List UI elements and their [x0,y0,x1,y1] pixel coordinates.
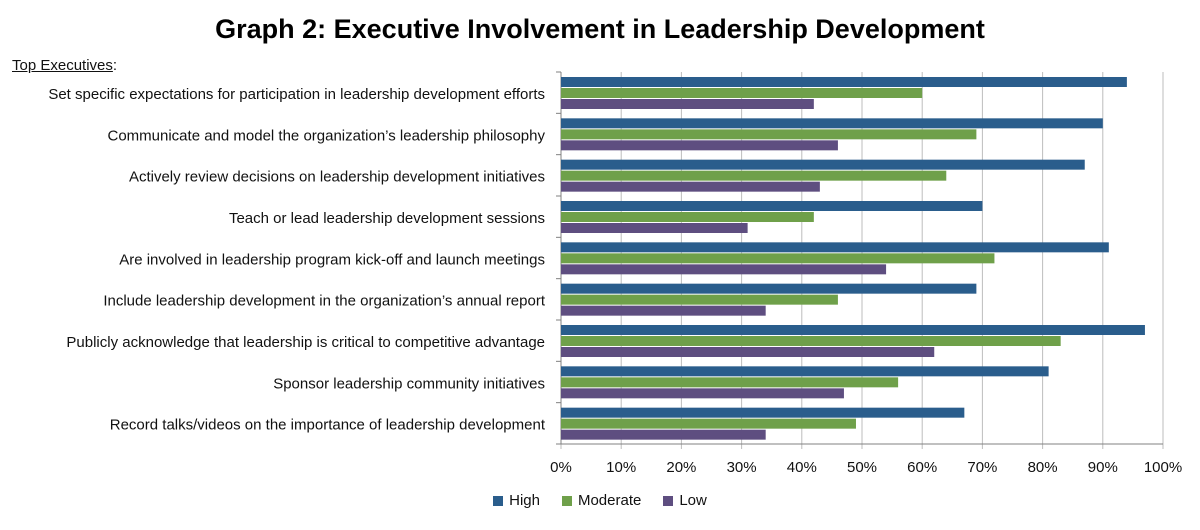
legend-item-low: Low [663,492,707,509]
x-tick-label: 70% [967,459,997,476]
x-tick-label: 10% [606,459,636,476]
category-label: Communicate and model the organization’s… [108,127,546,144]
x-tick-label: 30% [727,459,757,476]
bar-high [561,201,982,211]
bar-moderate [561,336,1061,346]
category-label: Actively review decisions on leadership … [129,169,545,186]
bar-moderate [561,295,838,305]
legend-swatch [493,496,503,506]
category-label: Set specific expectations for participat… [48,86,545,103]
bar-high [561,284,976,294]
category-label: Publicly acknowledge that leadership is … [66,334,545,351]
legend-swatch [562,496,572,506]
bar-high [561,77,1127,87]
bar-low [561,264,886,274]
bar-moderate [561,88,922,98]
bar-low [561,388,844,398]
bar-low [561,430,766,440]
category-label: Record talks/videos on the importance of… [110,417,546,434]
x-tick-label: 100% [1144,459,1182,476]
bar-low [561,182,820,192]
bar-high [561,325,1145,335]
bar-moderate [561,129,976,139]
bar-high [561,242,1109,252]
x-tick-label: 80% [1028,459,1058,476]
bar-moderate [561,171,946,181]
legend-label: Moderate [578,492,641,509]
category-label: Teach or lead leadership development ses… [229,210,545,227]
category-label: Are involved in leadership program kick-… [119,251,545,268]
bar-low [561,347,934,357]
bar-moderate [561,419,856,429]
bar-high [561,160,1085,170]
bar-moderate [561,212,814,222]
x-tick-label: 60% [907,459,937,476]
bar-moderate [561,377,898,387]
x-tick-label: 40% [787,459,817,476]
bar-high [561,408,964,418]
bar-low [561,223,748,233]
chart-legend: High Moderate Low [0,492,1200,509]
x-tick-label: 90% [1088,459,1118,476]
legend-swatch [663,496,673,506]
bar-high [561,366,1049,376]
legend-label: High [509,492,540,509]
bar-chart: 0% 10% 20% 30% 40% 50% 60% 70% 80% 90% 100% Set spe… [0,0,1200,530]
bar-low [561,140,838,150]
bar-high [561,118,1103,128]
x-tick-label: 0% [550,459,572,476]
bar-low [561,99,814,109]
category-label: Include leadership development in the or… [103,293,546,310]
legend-item-high: High [493,492,540,509]
bar-moderate [561,253,994,263]
category-label: Sponsor leadership community initiatives [273,375,545,392]
x-tick-label: 20% [666,459,696,476]
x-tick-label: 50% [847,459,877,476]
legend-item-moderate: Moderate [562,492,641,509]
legend-label: Low [679,492,707,509]
bar-low [561,306,766,316]
